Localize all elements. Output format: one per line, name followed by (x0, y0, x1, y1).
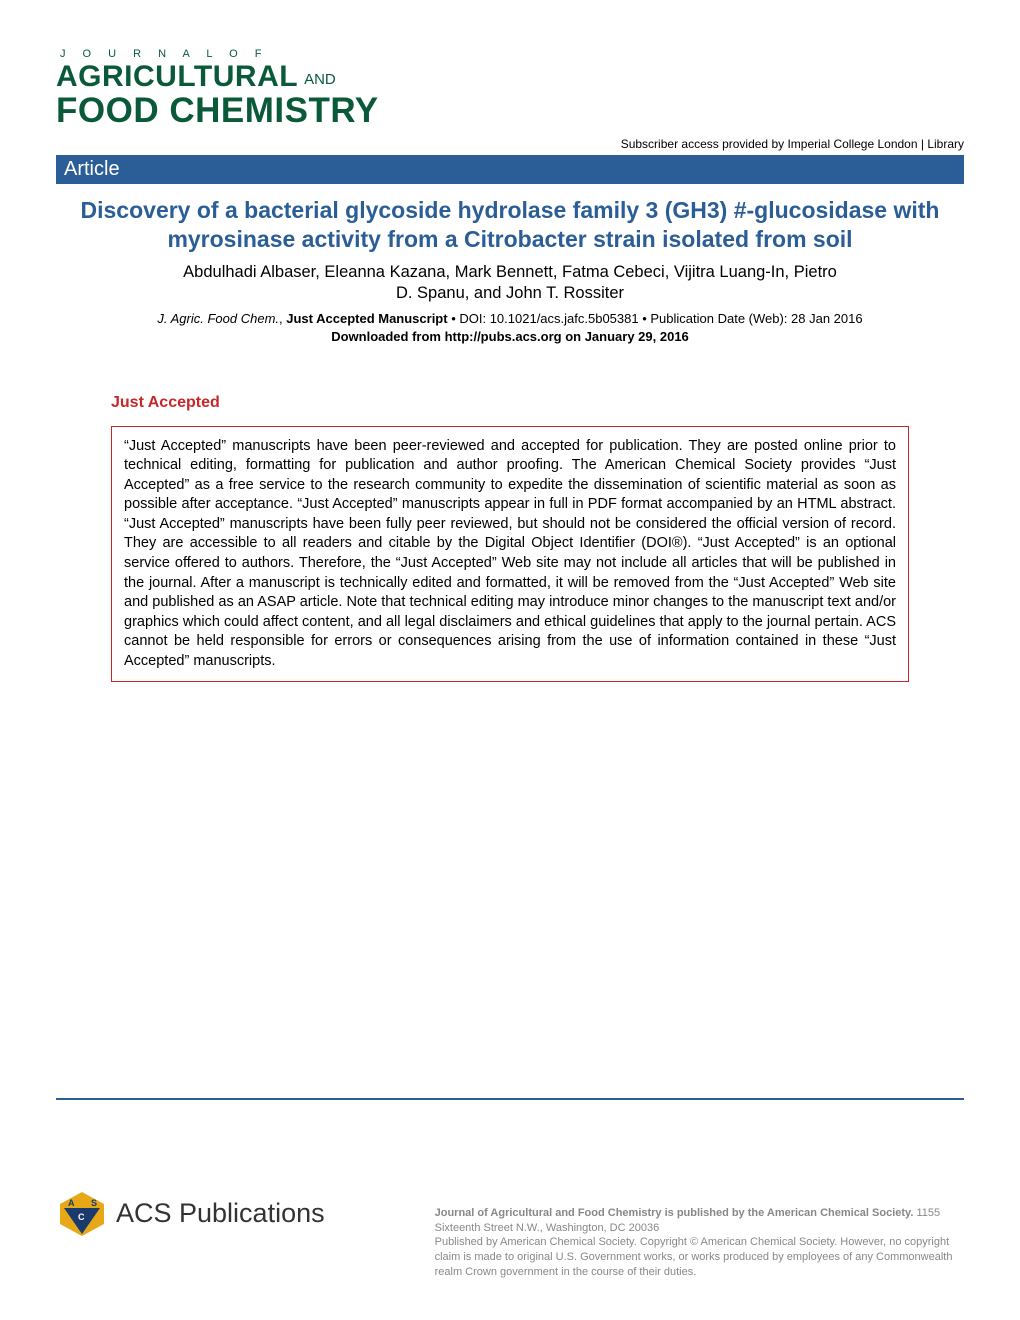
acs-publications-logo: A S C ACS Publications (56, 1188, 325, 1240)
acs-seal-icon: A S C (56, 1188, 108, 1240)
downloaded-line: Downloaded from http://pubs.acs.org on J… (56, 329, 964, 344)
citation-status: Just Accepted Manuscript (286, 311, 447, 326)
svg-text:S: S (91, 1198, 97, 1208)
footer-copyright: Published by American Chemical Society. … (435, 1236, 953, 1278)
citation-line: J. Agric. Food Chem., Just Accepted Manu… (56, 311, 964, 326)
svg-text:A: A (68, 1198, 75, 1208)
footer-published-by: Journal of Agricultural and Food Chemist… (435, 1207, 917, 1219)
food-chemistry-text: FOOD CHEMISTRY (56, 94, 964, 127)
citation-details: • DOI: 10.1021/acs.jafc.5b05381 • Public… (448, 311, 863, 326)
and-text: AND (304, 71, 336, 88)
acs-publications-text: ACS Publications (116, 1198, 325, 1229)
footer-text: Journal of Agricultural and Food Chemist… (435, 1206, 964, 1280)
journal-of-text: J O U R N A L O F (60, 48, 964, 60)
authors-list: Abdulhadi Albaser, Eleanna Kazana, Mark … (56, 262, 964, 305)
citation-journal: J. Agric. Food Chem. (157, 311, 279, 326)
agricultural-line: AGRICULTURAL AND (56, 60, 964, 94)
svg-text:C: C (78, 1212, 85, 1222)
agricultural-text: AGRICULTURAL (56, 60, 298, 94)
article-title: Discovery of a bacterial glycoside hydro… (56, 196, 964, 254)
journal-logo: J O U R N A L O F AGRICULTURAL AND FOOD … (56, 48, 964, 127)
footer-rule (56, 1098, 964, 1100)
just-accepted-heading: Just Accepted (111, 394, 964, 412)
subscriber-access-line: Subscriber access provided by Imperial C… (56, 137, 964, 151)
just-accepted-box: “Just Accepted” manuscripts have been pe… (111, 426, 909, 683)
article-type-bar: Article (56, 155, 964, 184)
footer: A S C ACS Publications Journal of Agricu… (56, 1178, 964, 1280)
